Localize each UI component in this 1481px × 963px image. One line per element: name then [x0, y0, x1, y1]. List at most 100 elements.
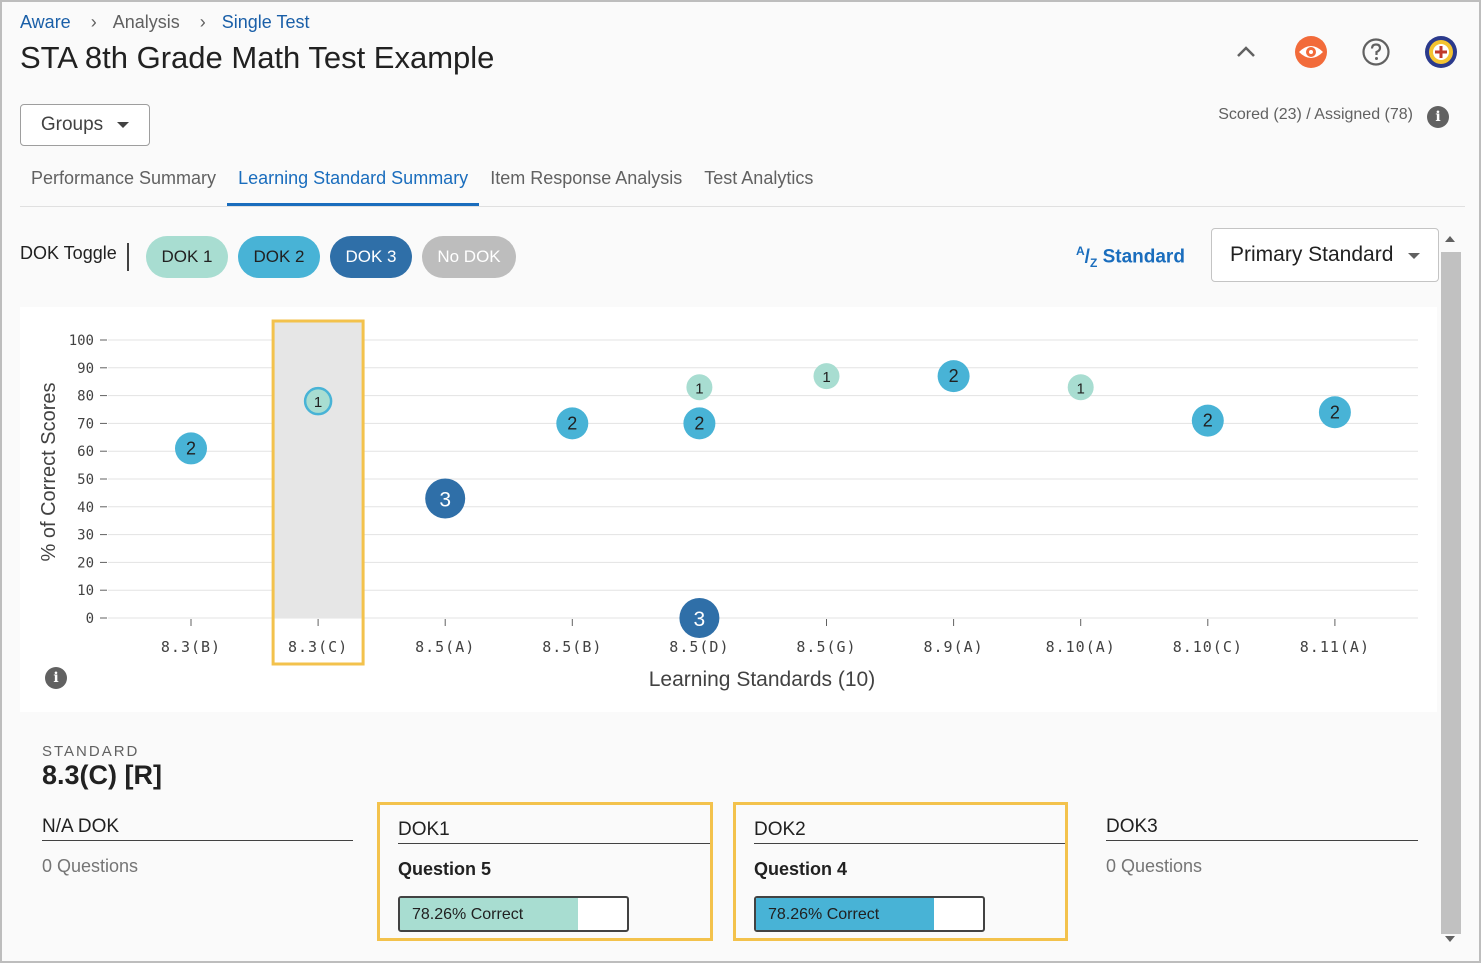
y-tick-label: 80 [77, 389, 94, 405]
tab-item-response-analysis[interactable]: Item Response Analysis [490, 168, 683, 188]
na-dok-question-count: 0 Questions [42, 856, 139, 876]
tab-learning-standard-summary[interactable]: Learning Standard Summary [227, 158, 480, 206]
scrollbar[interactable] [1439, 228, 1463, 950]
data-point-dok3[interactable] [679, 598, 720, 638]
dok1-column: DOK1 Question 5 78.26% Correct [377, 802, 713, 941]
data-point-dok1[interactable] [303, 386, 333, 416]
data-point-label: 1 [1077, 380, 1085, 397]
header-actions [1201, 32, 1461, 72]
na-dok-heading: N/A DOK [42, 816, 353, 841]
info-icon[interactable]: i [1427, 106, 1449, 128]
breadcrumb: Aware › Analysis › Single Test [20, 12, 309, 33]
eye-icon[interactable] [1291, 32, 1331, 72]
data-point-dok1[interactable] [686, 374, 713, 401]
no-dok-toggle[interactable]: No DOK [422, 236, 516, 278]
data-point-dok2[interactable] [1191, 404, 1224, 437]
tab-test-analytics[interactable]: Test Analytics [704, 168, 814, 188]
chevron-right-icon: › [199, 12, 206, 32]
standard-value: 8.3(C) [R] [42, 760, 162, 790]
x-tick-label[interactable]: 8.5(G) [796, 638, 856, 656]
data-point-dok1[interactable] [1067, 374, 1094, 401]
breadcrumb-single-test[interactable]: Single Test [221, 12, 310, 32]
sort-az-icon-z: Z [1089, 256, 1098, 271]
dok2-progress-bar: 78.26% Correct [754, 896, 985, 932]
chart-panel: 0 10 20 30 40 50 60 70 80 90 100 8.3(B) 8.3(C) 8.5(A)… [20, 307, 1437, 712]
x-tick-label[interactable]: 8.10(C) [1173, 638, 1243, 656]
dok3-question-count: 0 Questions [1106, 856, 1203, 876]
breadcrumb-aware[interactable]: Aware [20, 12, 71, 32]
data-point-label: 2 [694, 413, 704, 433]
tab-performance-summary[interactable]: Performance Summary [31, 168, 217, 188]
y-tick-label: 70 [77, 416, 94, 432]
x-tick-label[interactable]: 8.5(B) [542, 638, 602, 656]
data-point-label: 1 [822, 369, 830, 386]
data-point-dok2[interactable] [1318, 396, 1351, 429]
y-tick-label: 20 [77, 555, 94, 571]
sort-standard-label: Standard [1102, 246, 1185, 268]
data-point-dok2[interactable] [937, 360, 970, 393]
dok3-column: DOK3 0 Questions [1106, 802, 1418, 941]
x-tick-label[interactable]: 8.10(A) [1046, 638, 1116, 656]
y-tick-label: 40 [77, 500, 94, 516]
scroll-up-icon[interactable] [1445, 236, 1455, 242]
data-point-label: 2 [1203, 411, 1213, 431]
x-tick-label[interactable]: 8.3(C) [288, 638, 348, 656]
x-tick-label[interactable]: 8.9(A) [924, 638, 984, 656]
dok2-question[interactable]: Question 4 [754, 859, 848, 879]
data-point-label: 1 [314, 394, 322, 411]
dok3-toggle[interactable]: DOK 3 [330, 236, 412, 278]
dok2-heading: DOK2 [754, 819, 1065, 844]
dok1-heading: DOK1 [398, 819, 710, 844]
school-logo[interactable] [1421, 32, 1461, 72]
x-tick-label[interactable]: 8.3(B) [161, 638, 221, 656]
dok2-progress-text: 78.26% Correct [768, 906, 880, 923]
primary-standard-select[interactable]: Primary Standard [1211, 228, 1439, 282]
x-tick-label[interactable]: 8.5(D) [669, 638, 729, 656]
y-tick-label: 0 [86, 611, 94, 627]
standard-caption: STANDARD [42, 743, 140, 760]
data-point-label: 2 [1330, 402, 1340, 422]
groups-dropdown[interactable]: Groups [20, 104, 150, 146]
x-tick-label[interactable]: 8.5(A) [415, 638, 475, 656]
data-point-label: 2 [949, 366, 959, 386]
sort-standard-button[interactable]: A/Z Standard [1076, 244, 1185, 271]
data-point-label: 3 [694, 608, 706, 631]
chevron-right-icon: › [90, 12, 97, 32]
dok1-toggle[interactable]: DOK 1 [146, 236, 228, 278]
selected-column-outline[interactable] [271, 319, 365, 666]
dok1-question[interactable]: Question 5 [398, 859, 492, 879]
y-tick-label: 60 [77, 444, 94, 460]
chevron-up-icon[interactable] [1226, 32, 1266, 72]
breadcrumb-analysis[interactable]: Analysis [112, 12, 180, 32]
primary-standard-value: Primary Standard [1230, 243, 1394, 266]
data-point-dok2[interactable] [556, 407, 589, 440]
tab-bar: Performance Summary Learning Standard Su… [20, 158, 1465, 207]
y-tick-label: 90 [77, 361, 94, 377]
data-point-label: 2 [567, 413, 577, 433]
groups-label: Groups [40, 114, 104, 135]
data-point-dok1[interactable] [813, 363, 840, 390]
y-axis-label: % of Correct Scores [38, 383, 60, 562]
y-tick-label: 100 [69, 333, 94, 349]
data-point-label: 1 [695, 380, 703, 397]
selected-column-shade [274, 321, 363, 618]
dok1-progress-text: 78.26% Correct [412, 906, 524, 923]
caret-down-icon [1408, 253, 1420, 259]
data-point-dok3[interactable] [425, 478, 466, 519]
x-tick-label[interactable]: 8.11(A) [1300, 638, 1370, 656]
help-icon[interactable] [1356, 32, 1396, 72]
dok1-progress-bar: 78.26% Correct [398, 896, 629, 932]
data-point-dok2[interactable] [175, 432, 207, 465]
scrollbar-thumb[interactable] [1441, 252, 1461, 934]
scroll-down-icon[interactable] [1445, 936, 1455, 942]
dok-toggle-label: DOK Toggle [20, 243, 129, 271]
data-point-label: 2 [186, 438, 196, 458]
x-axis-label: Learning Standards (10) [649, 668, 875, 691]
scatter-chart: 0 10 20 30 40 50 60 70 80 90 100 8.3(B) 8.3(C) 8.5(A)… [38, 319, 1418, 691]
y-tick-label: 30 [77, 528, 94, 544]
data-point-dok2[interactable] [683, 407, 716, 440]
dok2-column: DOK2 Question 4 78.26% Correct [733, 802, 1068, 941]
chart-info-icon[interactable]: i [45, 667, 67, 689]
dok2-toggle[interactable]: DOK 2 [238, 236, 320, 278]
